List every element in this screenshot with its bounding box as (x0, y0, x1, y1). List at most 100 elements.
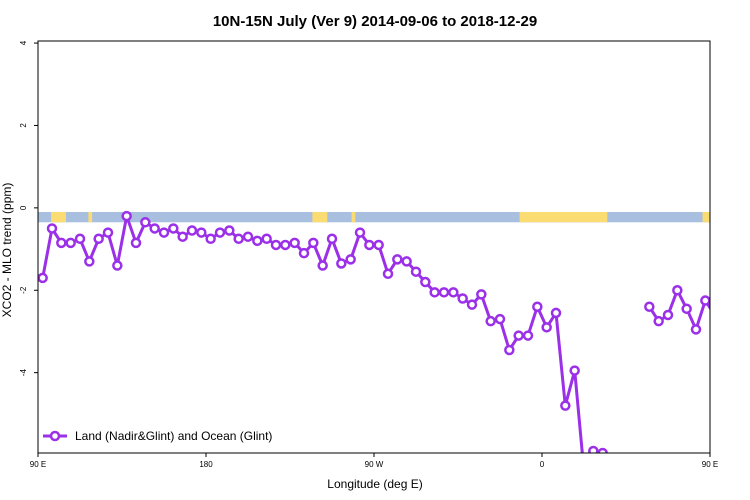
data-point (261, 233, 272, 245)
data-point (308, 237, 319, 249)
data-point (494, 313, 506, 325)
data-point (550, 307, 562, 319)
data-point (580, 468, 588, 476)
data-point (560, 400, 571, 411)
data-point (168, 223, 179, 234)
data-point (74, 233, 86, 245)
data-point (56, 237, 67, 249)
data-point (140, 217, 151, 228)
x-tick-label: 90 E (702, 460, 718, 469)
land-segment (519, 211, 608, 223)
data-point (681, 303, 692, 315)
data-point (373, 239, 384, 251)
data-point (317, 260, 328, 271)
data-point (158, 227, 170, 238)
data-point (214, 227, 226, 238)
data-point (653, 315, 664, 327)
data-point (438, 287, 450, 298)
data-point (457, 293, 468, 304)
data-point (112, 260, 123, 271)
data-point (93, 233, 104, 245)
data-point (102, 227, 114, 238)
data-point (196, 227, 207, 238)
land-segment (702, 211, 710, 223)
x-tick-label: 180 (199, 460, 213, 469)
data-point (644, 301, 655, 312)
land-ocean-band (38, 211, 750, 223)
data-point (233, 233, 244, 245)
data-point (401, 256, 412, 267)
data-point (522, 330, 534, 341)
data-point (476, 289, 487, 300)
data-point (38, 272, 48, 284)
data-point (382, 268, 394, 280)
legend: Land (Nadir&Glint) and Ocean (Glint) (43, 429, 272, 443)
data-point (588, 445, 599, 453)
land-segment (736, 212, 750, 222)
data-point (700, 295, 710, 306)
data-point (532, 301, 543, 312)
data-point (504, 344, 515, 356)
data-point (280, 239, 291, 251)
data-point (289, 237, 300, 249)
data-point (270, 239, 282, 251)
y-axis: 4 2 0 -2 -4 (19, 40, 38, 376)
data-point (513, 330, 524, 341)
data-point (672, 285, 683, 296)
data-point (729, 274, 737, 282)
y-axis-label: XCO2 - MLO trend (ppm) (0, 183, 14, 318)
data-point (336, 258, 347, 269)
data-point (242, 231, 254, 242)
data-point (364, 239, 375, 251)
data-point (739, 224, 747, 232)
data-point (84, 256, 95, 267)
data-point (345, 254, 356, 265)
data-point (186, 225, 198, 236)
x-tick-label: 90 E (30, 460, 46, 469)
data-point (662, 309, 674, 321)
data-point (429, 287, 440, 298)
data-point (690, 324, 702, 335)
data-point (326, 233, 338, 245)
series-layer (38, 210, 747, 476)
data-point (354, 227, 366, 238)
data-point (205, 233, 216, 245)
y-tick-label: 4 (19, 40, 28, 45)
x-axis: 90 E 180 90 W 0 90 E (30, 453, 718, 469)
data-point (121, 210, 132, 222)
x-axis-label: Longitude (deg E) (327, 477, 422, 491)
legend-point-marker (49, 430, 61, 442)
ocean-band (38, 211, 710, 223)
data-point (149, 223, 160, 234)
data-point (597, 447, 608, 453)
land-segment (51, 211, 66, 223)
land-segment (351, 211, 356, 223)
legend-label: Land (Nadir&Glint) and Ocean (Glint) (75, 429, 272, 443)
data-point (709, 312, 710, 318)
data-point (392, 254, 403, 265)
data-point (177, 231, 188, 242)
data-point (448, 287, 459, 298)
data-point (420, 276, 431, 288)
data-point (410, 266, 422, 277)
data-point (65, 237, 76, 249)
y-tick-label: -4 (19, 369, 28, 377)
data-point (298, 247, 310, 259)
x-tick-label: 90 W (365, 460, 384, 469)
y-tick-label: 0 (19, 205, 28, 210)
y-tick-label: 2 (19, 123, 28, 128)
data-point (569, 365, 580, 376)
y-tick-label: -2 (19, 286, 28, 294)
data-point (485, 315, 496, 327)
x-tick-label: 0 (540, 460, 545, 469)
data-point (720, 301, 728, 309)
land-segment (88, 211, 93, 223)
data-point (541, 322, 552, 333)
data-point (252, 235, 263, 247)
data-point (466, 299, 478, 310)
data-point (130, 237, 142, 249)
data-point (46, 223, 58, 234)
data-point (224, 225, 235, 236)
chart-title: 10N-15N July (Ver 9) 2014-09-06 to 2018-… (213, 13, 537, 30)
